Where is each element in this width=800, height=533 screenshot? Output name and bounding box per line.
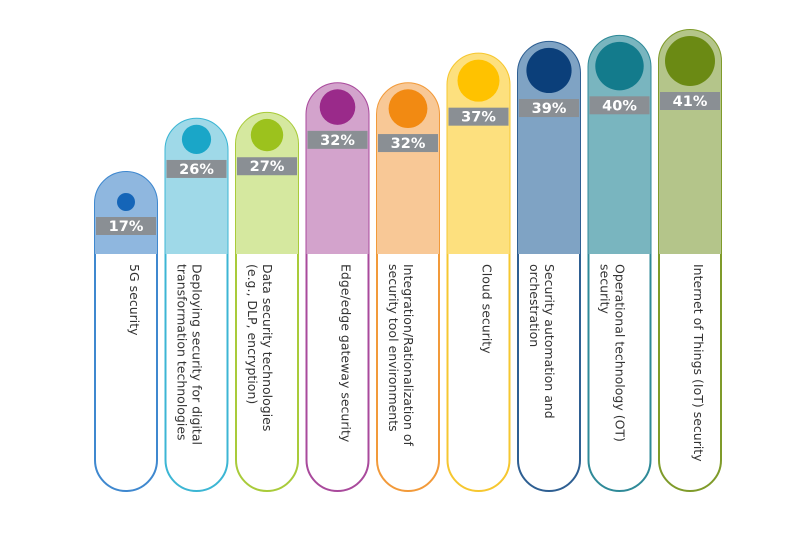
value-band (448, 107, 509, 126)
category-label-line: Data security technologies (260, 264, 275, 431)
category-label: Operational technology (OT)security (598, 264, 628, 442)
value-band (96, 217, 156, 235)
bar-group: 39% Security automation andorchestration (517, 40, 581, 492)
category-label-line: transformation technologies (175, 264, 190, 441)
bar (306, 83, 369, 254)
value-band (660, 92, 720, 110)
bar-dot (319, 89, 356, 125)
category-label-line: (e.g., DLP, encryption) (245, 264, 260, 404)
category-label-line: Deploying security for digital (190, 264, 205, 445)
category-label-line: Operational technology (OT) (613, 264, 628, 442)
bar (95, 172, 157, 254)
bar-group: 41% Internet of Things (IoT) security (658, 29, 722, 492)
bar-group: 26% Deploying security for digitaltransfo… (164, 117, 229, 492)
bar-group: 17% 5G security (94, 171, 158, 492)
category-label: Deploying security for digitaltransforma… (175, 264, 205, 445)
category-label-line: 5G security (127, 264, 142, 336)
category-label-line: security (598, 264, 613, 315)
bar (588, 35, 651, 255)
bar-group: 32% Edge/edge gateway security (305, 82, 370, 492)
bar (165, 118, 228, 254)
bar (518, 41, 580, 255)
data-label: 26% (179, 162, 214, 178)
category-label-line: security tool environments (386, 264, 401, 432)
bar-dot (595, 41, 644, 91)
value-band (519, 99, 579, 118)
category-label: 5G security (127, 264, 142, 336)
category-label-line: orchestration (527, 264, 542, 347)
data-label: 27% (250, 159, 285, 175)
value-band (589, 96, 650, 115)
bar (659, 30, 721, 254)
category-label: Cloud security (480, 264, 495, 354)
value-band (307, 130, 368, 149)
bar-dot (388, 89, 428, 129)
data-label: 41% (673, 94, 708, 110)
bar-dot (250, 118, 284, 152)
category-label-line: Internet of Things (IoT) security (691, 264, 706, 462)
category-label-line: Security automation and (542, 264, 557, 419)
category-label: Integration/Rationalization ofsecurity t… (386, 264, 416, 446)
category-label-line: Edge/edge gateway security (339, 264, 354, 443)
value-band (378, 134, 438, 153)
bar-group: 37% Cloud security (446, 52, 511, 493)
data-label: 32% (320, 133, 355, 149)
bar-group: 32% Integration/Rationalization ofsecurit… (376, 82, 440, 492)
bar (377, 83, 439, 254)
category-label-line: Cloud security (480, 264, 495, 354)
bar-dot (457, 59, 500, 102)
category-label-line: Integration/Rationalization of (401, 264, 416, 446)
data-label: 39% (532, 101, 567, 117)
category-label: Security automation andorchestration (527, 264, 557, 419)
bar-dot (117, 193, 135, 211)
category-label: Internet of Things (IoT) security (691, 264, 706, 462)
bar (447, 53, 510, 255)
data-label: 40% (602, 98, 637, 114)
data-label: 32% (391, 136, 426, 152)
bar (236, 112, 298, 254)
bar-dot (665, 36, 715, 86)
data-label: 37% (461, 110, 496, 126)
bar-dot (181, 124, 212, 154)
category-label: Data security technologies(e.g., DLP, en… (245, 264, 275, 431)
category-label: Edge/edge gateway security (339, 264, 354, 443)
bar-group: 40% Operational technology (OT)security (587, 34, 652, 493)
bar-dot (526, 47, 572, 94)
data-label: 17% (109, 219, 144, 235)
value-band (166, 159, 227, 178)
bar-group: 27% Data security technologies(e.g., DLP,… (235, 111, 299, 492)
value-band (237, 157, 297, 176)
